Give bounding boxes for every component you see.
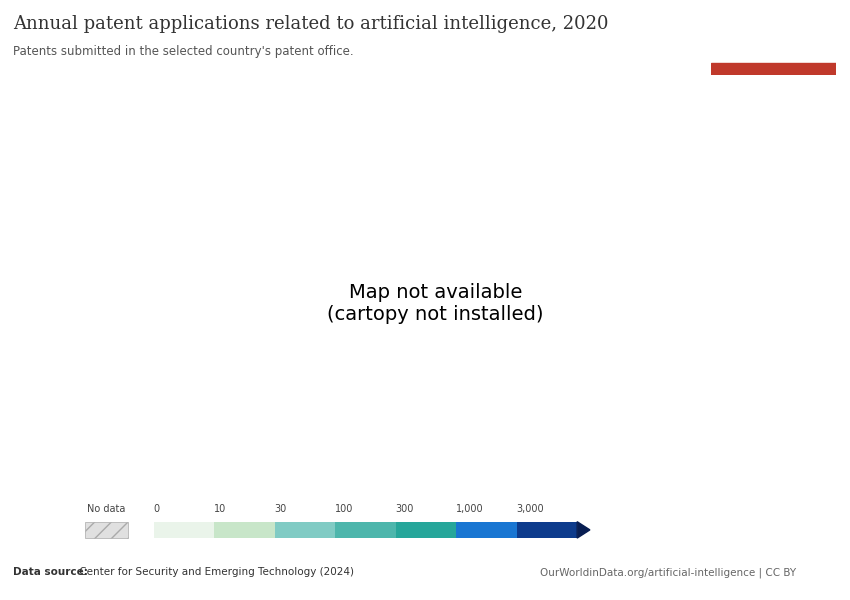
- Text: OurWorldinData.org/artificial-intelligence | CC BY: OurWorldinData.org/artificial-intelligen…: [540, 567, 796, 577]
- Text: 100: 100: [335, 504, 354, 514]
- Text: Data source:: Data source:: [13, 567, 88, 577]
- Bar: [456, 521, 517, 538]
- Text: 10: 10: [214, 504, 227, 514]
- Bar: [214, 521, 275, 538]
- Text: 300: 300: [396, 504, 414, 514]
- Bar: [275, 521, 335, 538]
- Text: Our World: Our World: [744, 26, 803, 36]
- Text: 3,000: 3,000: [517, 504, 544, 514]
- Text: Map not available
(cartopy not installed): Map not available (cartopy not installed…: [327, 283, 544, 323]
- Text: 1,000: 1,000: [456, 504, 484, 514]
- Text: in Data: in Data: [752, 44, 795, 54]
- Text: 30: 30: [275, 504, 287, 514]
- Bar: [85, 521, 128, 538]
- Bar: [396, 521, 456, 538]
- Text: Annual patent applications related to artificial intelligence, 2020: Annual patent applications related to ar…: [13, 15, 609, 33]
- Text: Center for Security and Emerging Technology (2024): Center for Security and Emerging Technol…: [76, 567, 354, 577]
- Bar: [711, 64, 836, 75]
- Text: 0: 0: [154, 504, 160, 514]
- Polygon shape: [577, 521, 590, 538]
- Bar: [335, 521, 396, 538]
- Bar: [154, 521, 214, 538]
- Text: No data: No data: [88, 504, 126, 514]
- Bar: [517, 521, 577, 538]
- Text: Patents submitted in the selected country's patent office.: Patents submitted in the selected countr…: [13, 45, 354, 58]
